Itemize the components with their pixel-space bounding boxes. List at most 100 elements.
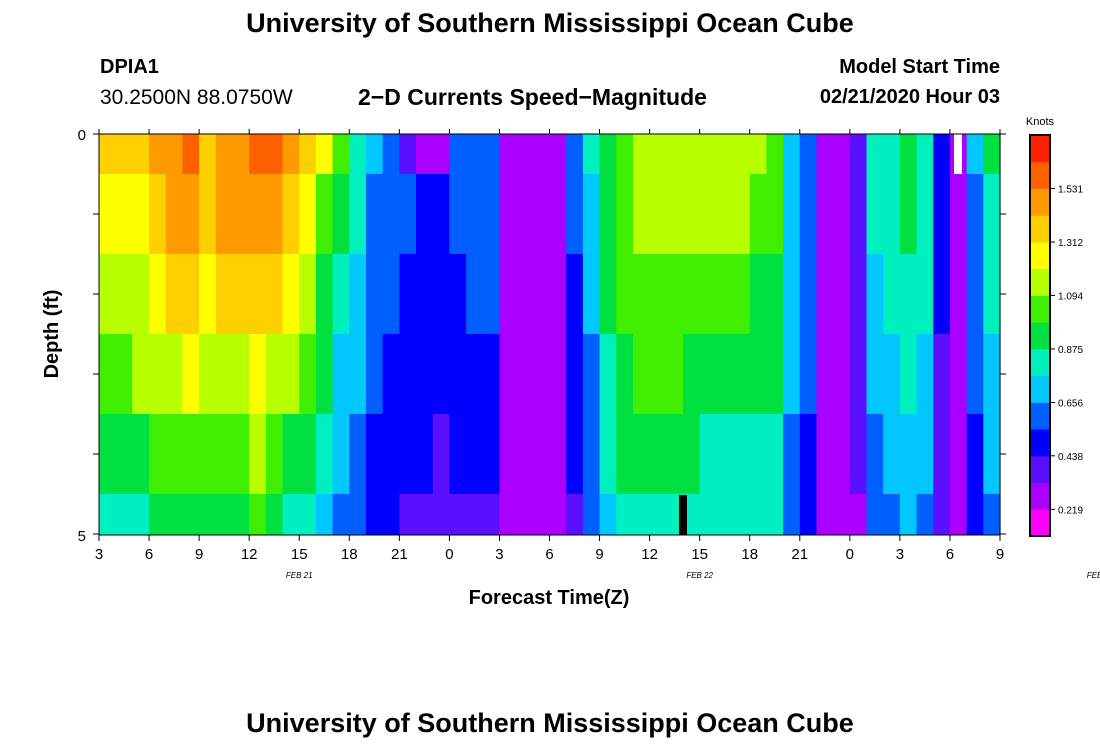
heatmap-cell	[416, 254, 434, 334]
heatmap-cell	[599, 414, 617, 494]
heatmap-cell	[466, 414, 484, 494]
heatmap-cell	[249, 254, 267, 334]
heatmap-cell	[532, 494, 551, 535]
heatmap-cell	[382, 174, 400, 254]
heatmap-cell	[416, 414, 434, 494]
heatmap-cell	[199, 334, 217, 414]
heatmap-cell	[699, 174, 717, 254]
heatmap-cell	[516, 494, 534, 535]
colorbar-tick-label: 1.312	[1058, 238, 1083, 249]
heatmap-cell	[482, 254, 501, 334]
heatmap-cell	[132, 254, 150, 334]
heatmap-cell	[916, 494, 934, 535]
heatmap-cell	[649, 134, 667, 174]
colorbar-tick-label: 1.094	[1058, 291, 1083, 302]
heatmap-cell	[616, 174, 634, 254]
colorbar-tick-label: 0.656	[1058, 398, 1083, 409]
heatmap-cell	[566, 174, 584, 254]
heatmap-cell	[299, 334, 317, 414]
heatmap-cell	[315, 174, 334, 254]
heatmap-cell	[883, 414, 901, 494]
heatmap-cell	[933, 494, 951, 535]
heatmap-cell	[365, 334, 384, 414]
footer-title: University of Southern Mississippi Ocean…	[246, 708, 854, 738]
heatmap-cell	[299, 134, 317, 174]
colorbar-tick-label: 1.531	[1058, 185, 1083, 196]
heatmap-cell	[682, 414, 701, 494]
heatmap-cell	[682, 494, 701, 535]
heatmap-cell	[833, 254, 851, 334]
heatmap-cell	[165, 174, 184, 254]
heatmap-cell	[99, 494, 117, 535]
heatmap-cell	[182, 254, 200, 334]
heatmap-cell	[399, 414, 417, 494]
heatmap-cell	[199, 414, 217, 494]
heatmap-cell	[599, 134, 617, 174]
heatmap-cell	[399, 134, 417, 174]
heatmap-cell	[966, 174, 984, 254]
heatmap-cell	[165, 134, 184, 174]
colorbar-swatch	[1030, 188, 1050, 216]
heatmap-cell	[749, 414, 768, 494]
heatmap-cell	[749, 334, 768, 414]
colorbar-swatch	[1030, 402, 1050, 430]
heatmap-cell	[299, 174, 317, 254]
heatmap-cell	[566, 334, 584, 414]
heatmap-cell	[733, 254, 751, 334]
heatmap-cell	[99, 254, 117, 334]
heatmap-cell	[399, 334, 417, 414]
heatmap-cell	[666, 334, 684, 414]
heatmap-cell	[115, 134, 133, 174]
heatmap-cell	[215, 494, 234, 535]
heatmap-cell	[699, 334, 717, 414]
heatmap-cell	[199, 174, 217, 254]
colorbar-swatch	[1030, 161, 1050, 189]
heatmap-cell	[199, 134, 217, 174]
colorbar-label: Knots	[1026, 116, 1055, 128]
heatmap-cell	[933, 414, 951, 494]
heatmap-cell	[282, 254, 300, 334]
heatmap-cell	[749, 494, 768, 535]
heatmap-cell	[816, 254, 834, 334]
heatmap-cell	[249, 334, 267, 414]
heatmap-cell	[833, 414, 851, 494]
heatmap-cell	[799, 254, 818, 334]
heatmap-cell	[332, 134, 350, 174]
heatmap-cell	[799, 334, 818, 414]
x-tick-label: 12	[641, 546, 658, 563]
heatmap-cell	[849, 134, 868, 174]
heatmap-cell	[299, 254, 317, 334]
heatmap-cell	[365, 134, 384, 174]
heatmap-cell	[466, 254, 484, 334]
heatmap-cell	[215, 334, 234, 414]
heatmap-cell	[916, 134, 934, 174]
heatmap-cell	[99, 414, 117, 494]
heatmap-cell	[799, 134, 818, 174]
heatmap-cell	[432, 254, 450, 334]
heatmap-cell	[249, 414, 267, 494]
heatmap-cell	[983, 254, 1001, 334]
x-tick-label: 9	[996, 546, 1004, 563]
x-tick-label: 21	[391, 546, 408, 563]
heatmap-cell	[416, 494, 434, 535]
heatmap-cell	[849, 174, 868, 254]
heatmap-cell	[482, 494, 501, 535]
heatmap-cell	[265, 414, 284, 494]
heatmap-cell	[616, 134, 634, 174]
heatmap-cell	[866, 254, 884, 334]
heatmap-cell	[182, 494, 200, 535]
heatmap-cell	[966, 134, 984, 174]
heatmap-cell	[933, 174, 951, 254]
station-id: DPIA1	[100, 56, 159, 78]
heatmap-cell	[232, 174, 250, 254]
x-tick-label: 15	[691, 546, 708, 563]
heatmap-cell	[766, 174, 784, 254]
heatmap-cell	[566, 134, 584, 174]
heatmap-cell	[149, 134, 167, 174]
heatmap-cell	[399, 494, 417, 535]
heatmap-cell	[699, 494, 717, 535]
heatmap-cell	[149, 254, 167, 334]
heatmap-cell	[365, 174, 384, 254]
station-coordinates: 30.2500N 88.0750W	[100, 86, 293, 109]
heatmap-cell	[532, 254, 551, 334]
